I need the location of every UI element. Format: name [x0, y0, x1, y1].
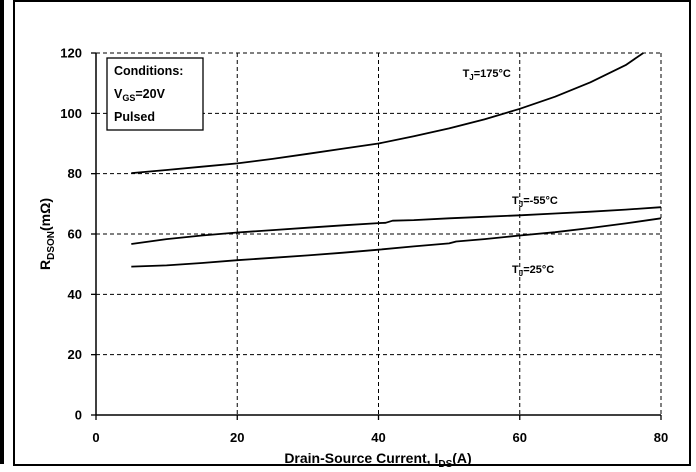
- x-tick-label: 0: [92, 430, 99, 445]
- series-line: [131, 217, 662, 268]
- x-axis-label: Drain-Source Current, IDS(A): [284, 450, 471, 470]
- tick-labels: 0 20 40 60 80 0 20 40 60 80 100 120: [60, 46, 668, 446]
- conditions-box-border: [106, 57, 204, 131]
- series-label: TJ=175°C: [463, 68, 511, 82]
- y-tick-label: 40: [68, 287, 82, 302]
- left-border-line: [0, 0, 4, 464]
- y-tick-label: 100: [60, 106, 82, 121]
- conditions-box: Conditions: VGS=20V Pulsed: [106, 57, 204, 131]
- x-tick-label: 60: [513, 430, 527, 445]
- conditions-title: Conditions:: [114, 64, 183, 78]
- x-tick-label: 20: [230, 430, 244, 445]
- conditions-mode: Pulsed: [114, 110, 155, 124]
- y-axis-label: RDSON(mΩ): [37, 198, 57, 270]
- conditions-vgs: VGS=20V: [114, 87, 166, 103]
- y-tick-label: 120: [60, 46, 82, 61]
- series-label: TJ=-55°C: [512, 195, 558, 209]
- x-tick-label: 80: [654, 430, 668, 445]
- y-tick-label: 60: [68, 227, 82, 242]
- series-labels: TJ=175°C TJ=-55°C TJ=25°C: [463, 68, 558, 278]
- y-tick-label: 20: [68, 347, 82, 362]
- x-tick-label: 40: [371, 430, 385, 445]
- series-label: TJ=25°C: [512, 264, 554, 278]
- grid-lines: [96, 52, 662, 415]
- series-line: [131, 206, 662, 245]
- chart-frame: [13, 0, 691, 466]
- axes: [91, 52, 662, 420]
- series-curves: [131, 52, 662, 268]
- y-tick-label: 80: [68, 166, 82, 181]
- y-tick-label: 0: [75, 408, 82, 423]
- series-line: [131, 52, 644, 174]
